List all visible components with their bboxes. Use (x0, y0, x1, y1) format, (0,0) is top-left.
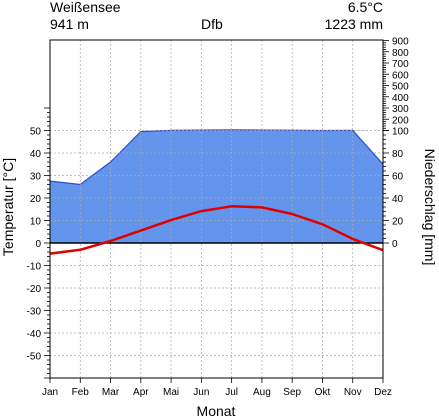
y-right-axis-label: Niederschlag [mm] (422, 149, 438, 266)
station-name: Weißensee (50, 0, 121, 15)
x-axis-label: Monat (197, 403, 236, 418)
y-right-tick-label: 400 (392, 93, 409, 104)
x-tick-label: Sep (283, 387, 301, 398)
y-right-tick-label: 40 (392, 194, 404, 205)
y-left-tick-label: 30 (30, 172, 42, 183)
y-right-tick-label: 80 (392, 149, 404, 160)
climate-classification: Dfb (201, 16, 223, 32)
x-tick-label: Nov (344, 387, 362, 398)
y-left-tick-label: -40 (27, 329, 42, 340)
plot-area (49, 40, 384, 378)
x-tick-label: Jul (225, 387, 238, 398)
y-right-tick-label: 20 (392, 217, 404, 228)
y-right-tick-label: 60 (392, 172, 404, 183)
x-tick-label: Apr (133, 387, 149, 398)
axes: 50403020100-10-20-30-40-5090080070060050… (27, 37, 410, 399)
x-tick-label: Aug (253, 387, 271, 398)
y-right-tick-label: 300 (392, 104, 409, 115)
x-tick-label: Mai (163, 387, 179, 398)
y-right-tick-label: 700 (392, 59, 409, 70)
y-right-tick-label: 800 (392, 48, 409, 59)
y-right-tick-label: 200 (392, 115, 409, 126)
plot-frame (49, 39, 384, 379)
x-tick-label: Feb (72, 387, 90, 398)
x-tick-label: Jan (42, 387, 58, 398)
y-left-tick-label: 40 (30, 149, 42, 160)
y-left-tick-label: 0 (35, 239, 41, 250)
temperature-line (49, 205, 384, 255)
y-left-tick-label: 20 (30, 194, 42, 205)
y-left-tick-label: -10 (27, 262, 42, 273)
x-tick-label: Dez (374, 387, 392, 398)
y-left-axis-label: Temperatur [°C] (0, 158, 16, 256)
y-left-tick-label: -30 (27, 307, 42, 318)
x-tick-label: Okt (315, 387, 331, 398)
annual-temperature: 6.5°C (347, 0, 383, 15)
annual-precipitation: 1223 mm (324, 16, 383, 32)
y-right-tick-label: 500 (392, 82, 409, 93)
station-altitude: 941 m (50, 16, 89, 32)
x-tick-label: Mar (102, 387, 120, 398)
y-left-tick-label: -50 (27, 352, 42, 363)
x-tick-label: Jun (193, 387, 209, 398)
precipitation-area (50, 130, 383, 243)
y-right-tick-label: 600 (392, 70, 409, 81)
y-left-tick-label: 10 (30, 217, 42, 228)
y-left-tick-label: -20 (27, 284, 42, 295)
y-right-tick-label: 900 (392, 37, 409, 48)
y-left-tick-label: 50 (30, 127, 42, 138)
y-right-tick-label: 100 (392, 127, 409, 138)
y-right-tick-label: 0 (392, 239, 398, 250)
